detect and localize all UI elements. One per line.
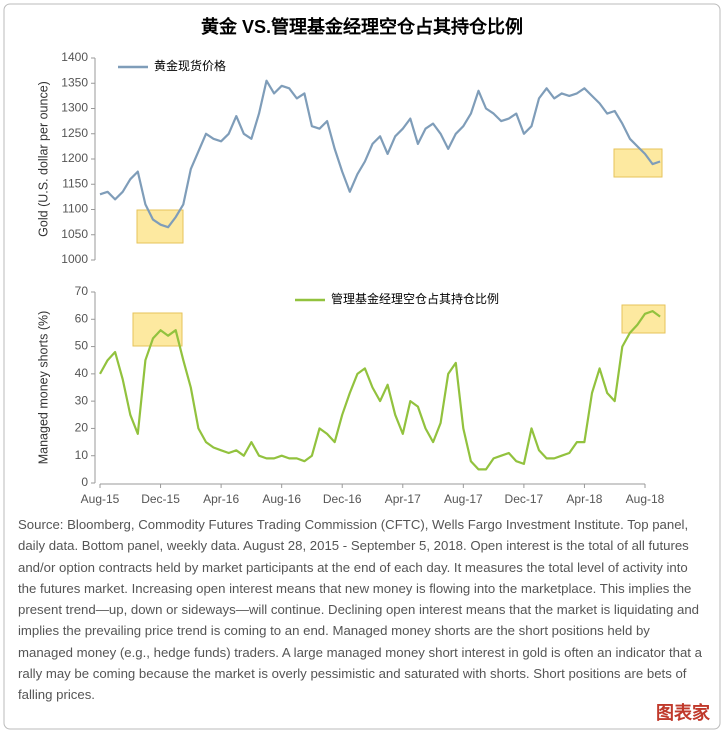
watermark: 图表家 [656,703,710,723]
highlights [132,148,666,347]
x-tick-label: Aug-16 [262,492,301,506]
chart-title: 黄金 VS.管理基金经理空仓占其持仓比例 [201,16,523,37]
x-tick-label: Dec-17 [505,492,544,506]
highlight-box [136,209,184,244]
highlight-box [621,304,666,334]
y-tick-label: 1050 [61,227,88,241]
x-tick-label: Apr-16 [203,492,239,506]
data-line [99,310,661,471]
y-tick-label: 20 [75,421,89,435]
x-tick-label: Aug-15 [81,492,120,506]
x-tick-label: Dec-16 [323,492,362,506]
y-tick-label: 1200 [61,151,88,165]
y-tick-label: 10 [75,448,89,462]
y-tick-label: 1000 [61,252,88,266]
legend-label: 黄金现货价格 [154,58,226,73]
y-tick-label: 1350 [61,75,88,89]
frame [3,3,721,730]
y-tick-label: 1400 [61,50,88,64]
highlight-box [132,312,183,347]
y-tick-label: 30 [75,393,89,407]
y-tick-label: 60 [75,311,89,325]
y-tick-label: 1100 [62,202,88,216]
y-tick-label: 70 [75,284,89,298]
x-tick-label: Apr-17 [385,492,421,506]
y-axis-label: Gold (U.S. dollar per ounce) [36,81,50,237]
y-tick-label: 1250 [61,126,88,140]
y-tick-label: 50 [75,339,89,353]
source-note: Source: Bloomberg, Commodity Futures Tra… [18,517,702,703]
x-tick-label: Aug-17 [444,492,483,506]
y-tick-label: 0 [81,475,88,489]
x-tick-label: Aug-18 [626,492,665,506]
data-line [99,79,661,229]
x-tick-label: Apr-18 [566,492,602,506]
legend-label: 管理基金经理空仓占其持仓比例 [331,291,499,306]
x-tick-label: Dec-15 [141,492,180,506]
y-tick-label: 1300 [61,101,88,115]
y-axis-label: Managed money shorts (%) [36,311,50,465]
y-tick-label: 40 [75,366,89,380]
y-tick-label: 1150 [62,176,88,190]
